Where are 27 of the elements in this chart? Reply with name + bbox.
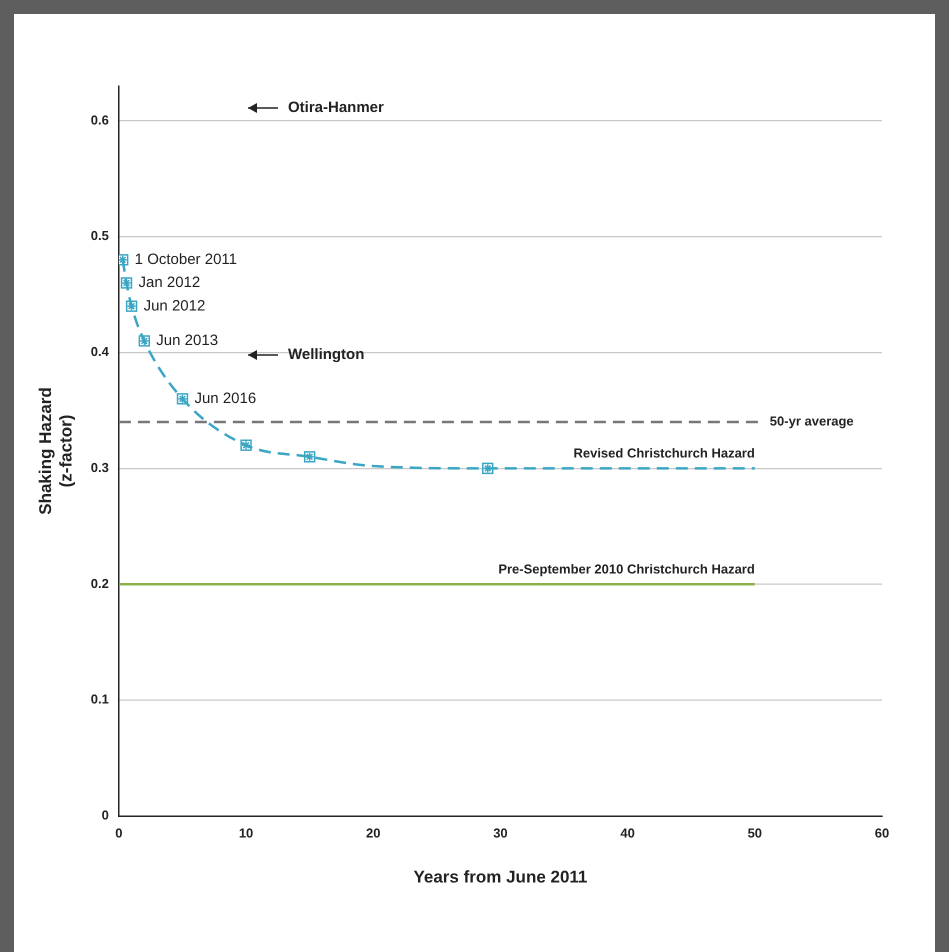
point — [118, 254, 128, 266]
x-axis-title: Years from June 2011 — [413, 867, 588, 886]
annotation: Wellington — [288, 346, 364, 364]
x-tick-label: 40 — [620, 825, 635, 840]
annotation: Jun 2016 — [194, 390, 256, 407]
ref-line-label: 50-yr average — [770, 414, 854, 429]
annotation: Jun 2012 — [144, 297, 206, 314]
x-tick-label: 60 — [874, 825, 890, 840]
annotation: 1 October 2011 — [134, 250, 237, 268]
x-tick-label: 50 — [748, 825, 762, 840]
y-tick-label: 0.4 — [90, 344, 110, 360]
y-tick-label: 0.1 — [90, 692, 109, 707]
series-label: Revised Christchurch Hazard — [573, 445, 755, 460]
x-tick-label: 0 — [115, 825, 122, 840]
x-tick-label: 10 — [238, 825, 254, 840]
y-tick-label: 0.5 — [90, 228, 109, 244]
x-tick-label: 20 — [366, 825, 380, 840]
annotation: Jun 2013 — [156, 332, 218, 350]
annotation: Jan 2012 — [138, 274, 200, 292]
y-tick-label: 0.3 — [90, 460, 109, 475]
y-axis-title: Shaking Hazard (z-factor) — [36, 387, 76, 515]
y-tick-label: 0.6 — [90, 112, 109, 128]
y-tick-label: 0 — [102, 808, 109, 823]
x-tick-label: 30 — [493, 825, 508, 840]
annotation: Otira-Hanmer — [288, 99, 384, 116]
y-tick-label: 0.2 — [90, 576, 109, 591]
series-label: Pre-September 2010 Christchurch Hazard — [498, 561, 755, 576]
